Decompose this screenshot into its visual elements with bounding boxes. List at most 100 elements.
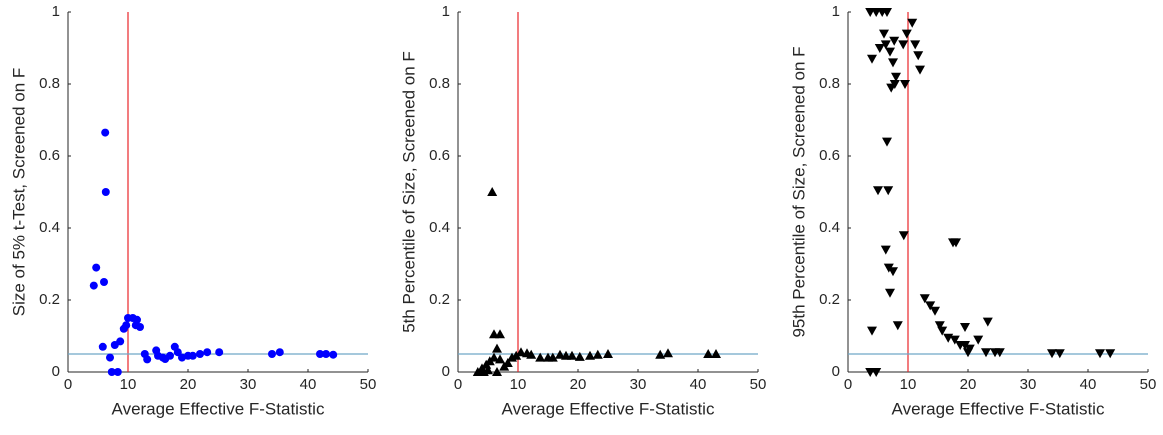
point: [663, 348, 673, 358]
point: [882, 137, 892, 147]
point: [885, 288, 895, 298]
point: [867, 54, 877, 64]
point: [101, 128, 110, 137]
x-tick-label: 0: [64, 376, 72, 393]
y-tick-label: 0.8: [819, 75, 840, 92]
point: [492, 343, 502, 353]
point: [574, 351, 585, 361]
point: [585, 350, 595, 360]
point: [101, 188, 110, 196]
point: [166, 351, 174, 360]
y-tick-label: 0: [52, 363, 60, 380]
point: [913, 51, 924, 61]
point: [981, 348, 991, 358]
point: [1105, 349, 1116, 359]
point: [113, 368, 122, 376]
point: [880, 40, 891, 50]
point: [703, 349, 714, 358]
point: [92, 263, 101, 272]
x-tick-label: 40: [690, 376, 707, 393]
x-tick-label: 20: [180, 376, 197, 393]
point: [98, 342, 107, 351]
point: [316, 350, 324, 358]
point: [915, 65, 925, 75]
y-tick-label: 1: [52, 3, 60, 20]
point: [535, 352, 546, 362]
point: [492, 367, 502, 376]
point: [487, 187, 498, 196]
y-tick-label: 0: [832, 363, 840, 380]
x-tick-label: 10: [510, 376, 527, 393]
point: [901, 29, 912, 39]
point: [888, 58, 898, 68]
point: [516, 347, 526, 357]
point: [143, 355, 152, 364]
x-axis-label: Average Effective F-Statistic: [892, 399, 1105, 418]
y-tick-label: 1: [442, 3, 450, 20]
point: [886, 83, 897, 93]
y-tick-label: 0.6: [429, 147, 450, 164]
point: [907, 18, 918, 28]
y-tick-label: 0.2: [429, 291, 450, 308]
point: [1047, 349, 1057, 359]
point: [949, 335, 960, 345]
x-tick-label: 50: [360, 376, 377, 393]
y-tick-label: 0.6: [39, 147, 60, 164]
y-tick-label: 0.2: [819, 291, 840, 308]
y-tick-label: 0: [442, 363, 450, 380]
x-tick-label: 30: [1020, 376, 1037, 393]
y-axis-label: 5th Percentile of Size, Screened on F: [399, 51, 418, 333]
point: [973, 335, 984, 345]
point: [329, 350, 338, 359]
x-tick-label: 40: [300, 376, 317, 393]
y-axis-label: 95th Percentile of Size, Screened on F: [789, 46, 808, 337]
x-tick-label: 10: [900, 376, 917, 393]
point: [982, 317, 993, 327]
point: [215, 348, 224, 357]
point: [711, 349, 721, 358]
point: [885, 47, 895, 57]
y-tick-label: 1: [832, 3, 840, 20]
point: [173, 348, 182, 357]
point: [1054, 349, 1065, 359]
point: [275, 348, 284, 357]
x-tick-label: 50: [1140, 376, 1157, 393]
y-tick-label: 0.4: [819, 219, 840, 236]
point: [891, 72, 901, 82]
x-tick-label: 10: [120, 376, 137, 393]
point: [547, 352, 558, 362]
point: [910, 40, 921, 50]
point: [888, 267, 898, 277]
point: [879, 29, 889, 39]
point: [495, 354, 505, 364]
y-tick-label: 0.4: [429, 219, 450, 236]
y-tick-label: 0.6: [819, 147, 840, 164]
point: [106, 353, 114, 362]
point: [107, 368, 116, 376]
x-tick-label: 40: [1080, 376, 1097, 393]
point: [934, 321, 945, 331]
point: [178, 353, 186, 362]
y-tick-label: 0.8: [39, 75, 60, 92]
x-tick-label: 20: [960, 376, 977, 393]
point: [919, 294, 930, 304]
point: [502, 358, 513, 367]
point: [925, 301, 936, 311]
point: [964, 344, 975, 354]
point: [882, 8, 892, 17]
y-tick-label: 0.2: [39, 291, 60, 308]
point: [898, 231, 909, 241]
y-tick-label: 0.4: [39, 219, 60, 236]
point: [880, 245, 891, 255]
point: [116, 337, 125, 346]
x-axis-label: Average Effective F-Statistic: [112, 399, 325, 418]
point: [898, 40, 909, 50]
point: [203, 348, 212, 357]
point: [483, 365, 493, 375]
point: [495, 329, 505, 339]
point: [592, 349, 603, 359]
point: [960, 323, 970, 332]
point: [567, 350, 577, 360]
y-tick-label: 0.8: [429, 75, 450, 92]
point: [930, 306, 940, 316]
